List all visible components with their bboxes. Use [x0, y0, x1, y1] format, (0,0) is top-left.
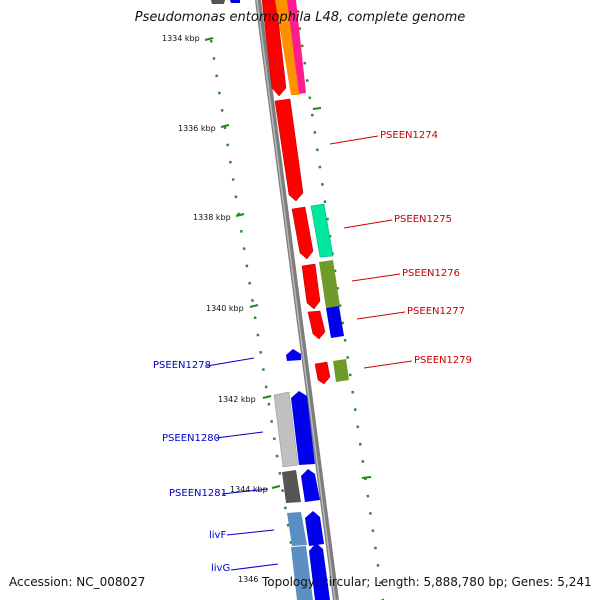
accession-text: Accession: NC_008027 [9, 575, 146, 589]
callout-line [329, 135, 379, 145]
gene-livF[interactable] [287, 512, 307, 546]
gene-orange[interactable] [275, 0, 299, 95]
gene-magenta[interactable] [287, 0, 306, 94]
tick-label: 1346 [238, 575, 258, 584]
gene-PSEEN1279[interactable] [333, 359, 349, 382]
tick-mark [220, 124, 230, 128]
gene-PSEEN1273[interactable] [261, 0, 287, 97]
gene-feature[interactable] [230, 0, 240, 3]
gene-livF-blue[interactable] [305, 511, 324, 546]
gene-label-PSEEN1276[interactable]: PSEEN1276 [402, 268, 460, 279]
callout-line [351, 273, 401, 282]
gene-label-livG[interactable]: livG [211, 563, 230, 574]
tick-mark [235, 213, 245, 217]
callout-line [230, 563, 279, 571]
tick-label: 1338 kbp [193, 213, 231, 222]
callout-line [363, 360, 413, 369]
genome-title: Pseudomonas entomophila L48, complete ge… [134, 10, 466, 25]
gene-livG[interactable] [291, 546, 313, 600]
gene-PSEEN1274[interactable] [274, 98, 304, 202]
tick-label: 1334 kbp [162, 34, 200, 43]
gene-label-PSEEN1275[interactable]: PSEEN1275 [394, 214, 452, 225]
tick-label: 1336 kbp [178, 124, 216, 133]
backbone-line [255, 0, 339, 600]
gene-label-livF[interactable]: livF [209, 530, 226, 541]
gene-PSEEN1281[interactable] [301, 469, 320, 502]
tick-mark [249, 304, 259, 308]
gene-feature[interactable] [211, 0, 225, 4]
callout-line [221, 488, 269, 495]
tick-label: 1340 kbp [206, 304, 244, 313]
gene-label-PSEEN1279[interactable]: PSEEN1279 [414, 355, 472, 366]
callout-line [356, 311, 406, 320]
gene-PSEEN1279-inner[interactable] [314, 361, 331, 385]
genome-summary-text: Topology: circular; Length: 5,888,780 bp… [262, 575, 592, 589]
tick-mark [204, 37, 214, 41]
callout-line [226, 529, 275, 536]
gene-label-PSEEN1280[interactable]: PSEEN1280 [162, 433, 220, 444]
gene-label-PSEEN1274[interactable]: PSEEN1274 [380, 130, 438, 141]
tick-label: 1344 kbp [230, 485, 268, 494]
gene-PSEEN1280[interactable] [291, 391, 315, 465]
tick-label: 1342 kbp [218, 395, 256, 404]
callout-line [343, 219, 393, 229]
gene-PSEEN1277-inner[interactable] [307, 310, 326, 340]
backbone-highlight [256, 0, 336, 600]
gene-label-PSEEN1278[interactable]: PSEEN1278 [153, 360, 211, 371]
callout-line [206, 357, 255, 367]
gene-gray-large[interactable] [273, 391, 299, 468]
gene-PSEEN1276[interactable] [319, 260, 340, 308]
gene-label-PSEEN1281[interactable]: PSEEN1281 [169, 488, 227, 499]
tick-mark [312, 107, 322, 110]
tick-mark [271, 485, 281, 489]
inner-dotted-guide [209, 39, 302, 600]
tick-mark [361, 476, 372, 479]
gene-PSEEN1278[interactable] [286, 349, 301, 361]
tick-mark [262, 395, 272, 399]
gene-PSEEN1277[interactable] [326, 306, 344, 338]
outer-dotted-guide [295, 9, 385, 600]
gene-label-PSEEN1277[interactable]: PSEEN1277 [407, 306, 465, 317]
callout-line [215, 431, 264, 439]
gene-PSEEN1275-inner[interactable] [291, 206, 314, 260]
gene-PSEEN1275[interactable] [310, 203, 334, 258]
gene-livG-blue[interactable] [309, 543, 330, 600]
gene-PSEEN1276-inner[interactable] [301, 263, 321, 310]
gene-PSEEN1281-gray[interactable] [282, 470, 301, 503]
